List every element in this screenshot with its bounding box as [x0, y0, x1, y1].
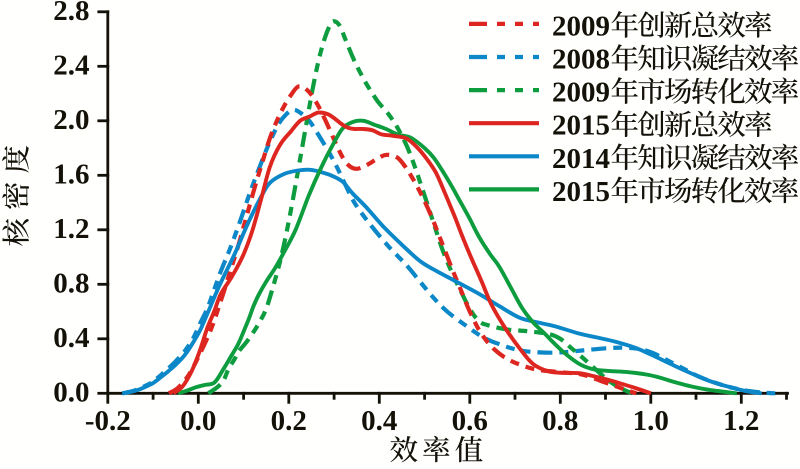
svg-text:1.2: 1.2 — [723, 405, 759, 437]
svg-text:2.8: 2.8 — [53, 0, 89, 27]
svg-text:2014: 2014 — [552, 143, 610, 175]
svg-text:2015: 2015 — [552, 176, 610, 208]
svg-text:2.4: 2.4 — [53, 49, 89, 81]
svg-text:-0.2: -0.2 — [85, 405, 131, 437]
svg-text:2015: 2015 — [552, 110, 610, 142]
svg-text:2009: 2009 — [552, 10, 610, 42]
svg-text:0.0: 0.0 — [180, 405, 216, 437]
svg-text:1.6: 1.6 — [53, 158, 89, 190]
svg-text:1.2: 1.2 — [53, 213, 89, 245]
svg-text:0.4: 0.4 — [361, 405, 397, 437]
svg-text:0.4: 0.4 — [53, 322, 89, 354]
svg-text:0.6: 0.6 — [452, 405, 488, 437]
svg-text:2008: 2008 — [552, 44, 610, 76]
svg-text:0.0: 0.0 — [53, 376, 89, 408]
svg-text:2009: 2009 — [552, 77, 610, 109]
svg-text:1.0: 1.0 — [633, 405, 669, 437]
svg-text:0.8: 0.8 — [53, 267, 89, 299]
svg-text:2.0: 2.0 — [53, 104, 89, 136]
svg-text:0.2: 0.2 — [271, 405, 307, 437]
svg-text:0.8: 0.8 — [542, 405, 578, 437]
